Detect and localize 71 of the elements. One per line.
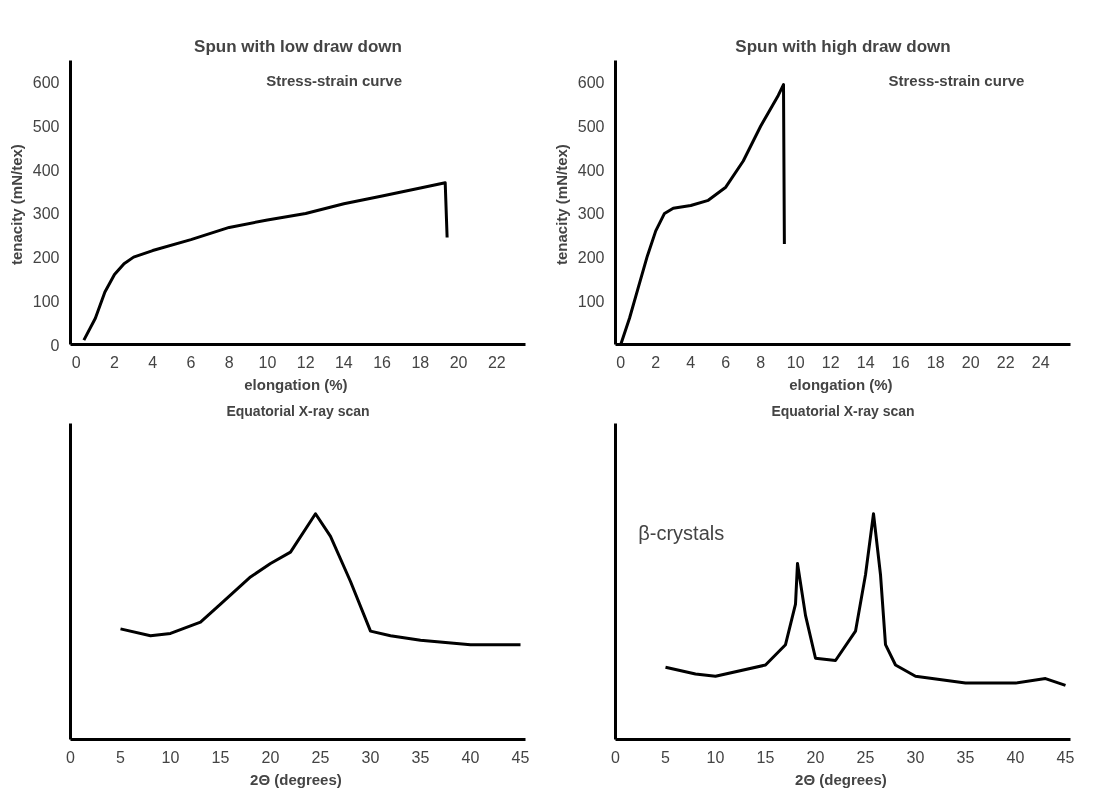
x-axis-title: elongation (%) — [244, 375, 348, 393]
y-tick-label: 500 — [577, 118, 605, 136]
x-tick-label: 18 — [411, 353, 430, 371]
x-tick-label: 12 — [296, 353, 315, 371]
x-tick-label: 20 — [449, 353, 468, 371]
x-tick-label: 14 — [334, 353, 353, 371]
y-tick-label: 600 — [577, 74, 605, 92]
x-tick-label: 2 — [110, 353, 120, 371]
y-axis-title: tenacity (mN/tex) — [552, 144, 570, 266]
y-tick-label: 500 — [32, 118, 60, 136]
x-tick-label: 25 — [856, 748, 875, 766]
y-tick-label: 100 — [577, 292, 605, 310]
x-tick-label: 10 — [161, 748, 180, 766]
x-tick-label: 30 — [361, 748, 380, 766]
x-tick-label: 45 — [511, 748, 530, 766]
x-tick-label: 14 — [856, 353, 875, 371]
x-tick-label: 24 — [1031, 353, 1050, 371]
x-tick-label: 5 — [116, 748, 126, 766]
x-tick-label: 10 — [258, 353, 277, 371]
x-tick-label: 40 — [461, 748, 480, 766]
y-tick-label: 400 — [577, 161, 605, 179]
x-tick-label: 30 — [906, 748, 925, 766]
x-tick-label: 22 — [996, 353, 1015, 371]
y-tick-label: 0 — [50, 336, 60, 354]
x-tick-label: 20 — [261, 748, 280, 766]
y-tick-label: 600 — [32, 74, 60, 92]
x-tick-label: 40 — [1006, 748, 1025, 766]
text: Stress-strain curve — [888, 71, 1025, 89]
x-tick-label: 5 — [661, 748, 671, 766]
x-tick-label: 4 — [686, 353, 696, 371]
x-tick-label: 35 — [956, 748, 975, 766]
x-tick-label: 25 — [311, 748, 330, 766]
x-axis-title: 2Θ (degrees) — [250, 770, 342, 788]
chart-title: Spun with high draw down — [735, 36, 951, 56]
x-axis-title: 2Θ (degrees) — [795, 770, 887, 788]
annotation: β-crystals — [638, 521, 725, 544]
x-tick-label: 35 — [411, 748, 430, 766]
x-axis-title: elongation (%) — [789, 375, 893, 393]
x-tick-label: 18 — [926, 353, 945, 371]
x-tick-label: 6 — [721, 353, 731, 371]
x-tick-label: 15 — [756, 748, 775, 766]
x-tick-label: 12 — [821, 353, 840, 371]
text: Stress-strain curve — [266, 71, 403, 89]
x-tick-label: 6 — [186, 353, 196, 371]
x-tick-label: 10 — [786, 353, 805, 371]
x-tick-label: 0 — [71, 353, 81, 371]
x-tick-label: 2 — [651, 353, 661, 371]
chart-title: Spun with low draw down — [194, 36, 402, 56]
y-tick-label: 300 — [577, 205, 605, 223]
x-tick-label: 0 — [611, 748, 621, 766]
x-tick-label: 8 — [756, 353, 766, 371]
y-tick-label: 200 — [577, 249, 605, 267]
x-tick-label: 4 — [148, 353, 158, 371]
x-tick-label: 16 — [891, 353, 910, 371]
y-axis-title: tenacity (mN/tex) — [7, 144, 25, 266]
x-tick-label: 45 — [1056, 748, 1075, 766]
x-tick-label: 16 — [373, 353, 392, 371]
x-tick-label: 15 — [211, 748, 230, 766]
y-tick-label: 400 — [32, 161, 60, 179]
x-tick-label: 20 — [806, 748, 825, 766]
x-tick-label: 0 — [66, 748, 76, 766]
x-tick-label: 0 — [616, 353, 626, 371]
x-tick-label: 22 — [487, 353, 506, 371]
x-tick-label: 10 — [706, 748, 725, 766]
x-tick-label: 8 — [224, 353, 234, 371]
y-tick-label: 300 — [32, 205, 60, 223]
y-tick-label: 100 — [32, 292, 60, 310]
chart-title: Equatorial X-ray scan — [226, 402, 370, 419]
y-tick-label: 200 — [32, 249, 60, 267]
x-tick-label: 20 — [961, 353, 980, 371]
chart-title: Equatorial X-ray scan — [771, 402, 915, 419]
